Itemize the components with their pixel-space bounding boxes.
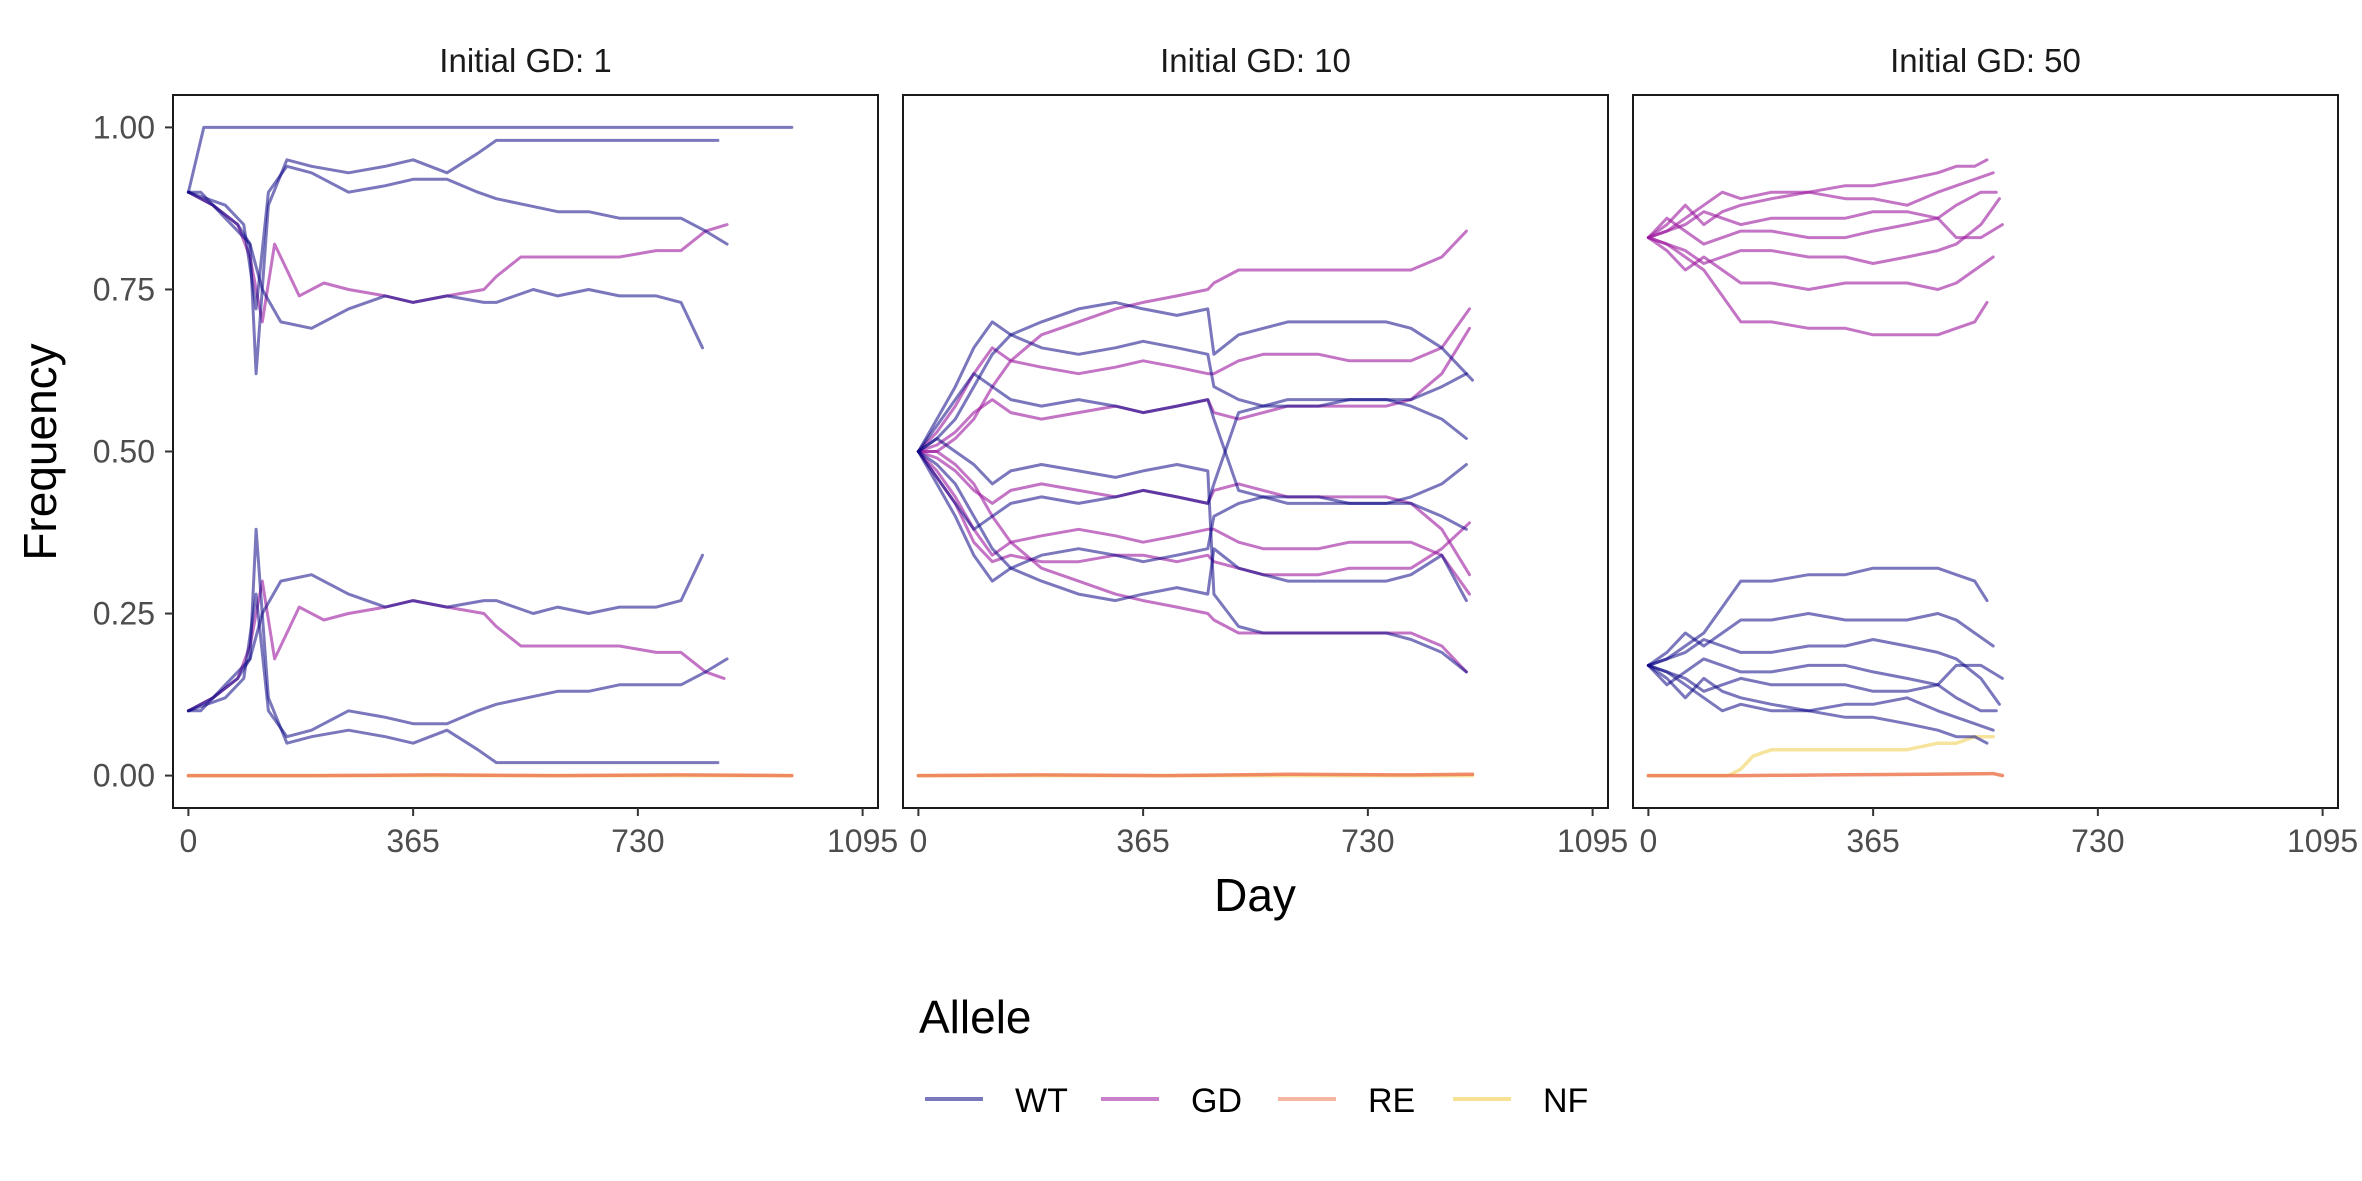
legend-entry-gd: GD — [1101, 1082, 1242, 1120]
series-line-gd — [1646, 171, 1995, 240]
series-line-wt — [1646, 612, 1995, 667]
legend-entry-re: RE — [1278, 1082, 1415, 1120]
series-line-wt — [186, 125, 794, 194]
series-line-wt — [1646, 663, 1995, 732]
series-line-wt — [916, 450, 1468, 603]
series-line-gd — [1646, 197, 2001, 265]
panels-layer: Initial GD: 10 365 730 10950.000.250.500.75… — [93, 42, 2358, 859]
series-line-gd — [916, 450, 1471, 596]
x-axis-title: Day — [1214, 869, 1296, 921]
legend-label: GD — [1191, 1082, 1242, 1120]
series-line-gd — [916, 450, 1468, 674]
series-line-wt — [1646, 663, 2004, 693]
series-group — [916, 229, 1475, 778]
legend-entries: WT GD RE NF — [925, 1082, 1588, 1120]
series-line-gd — [1646, 236, 1995, 291]
x-tick-label: 730 — [611, 823, 664, 859]
panel-title: Initial GD: 1 — [439, 42, 611, 79]
x-tick-label: 365 — [386, 823, 439, 859]
x-tick-label: 1095 — [2287, 823, 2358, 859]
x-tick-label: 730 — [1341, 823, 1394, 859]
series-line-wt — [186, 553, 704, 713]
series-line-gd — [1646, 210, 2004, 240]
series-line-gd — [1646, 158, 1989, 240]
legend: Allele WT GD RE NF — [919, 991, 1588, 1120]
panel-2: Initial GD: 10 0 365 730 1095 — [902, 42, 1628, 859]
y-tick-label: 0.25 — [93, 596, 155, 632]
series-line-wt — [186, 164, 729, 311]
series-line-re — [916, 772, 1475, 778]
legend-title: Allele — [919, 991, 1032, 1043]
series-line-re — [186, 773, 794, 778]
panel-border — [1632, 94, 2339, 809]
series-line-wt — [916, 372, 1468, 531]
series-line-gd — [916, 229, 1468, 453]
legend-label: RE — [1368, 1082, 1415, 1120]
x-tick-label: 1095 — [827, 823, 898, 859]
x-tick-label: 1095 — [1557, 823, 1628, 859]
y-tick-label: 0.50 — [93, 434, 155, 470]
x-tick-label: 0 — [909, 823, 927, 859]
series-line-wt — [916, 320, 1468, 453]
x-tick-label: 0 — [1639, 823, 1657, 859]
series-group — [1646, 158, 2005, 778]
x-tick-label: 365 — [1846, 823, 1899, 859]
legend-label: NF — [1543, 1082, 1588, 1120]
series-line-wt — [1646, 638, 2001, 706]
y-axis-title: Frequency — [14, 343, 66, 560]
series-line-wt — [1646, 566, 1989, 667]
panel-border — [172, 94, 879, 809]
series-line-nf — [1646, 734, 1995, 778]
series-line-wt — [916, 300, 1474, 453]
series-group — [186, 125, 794, 778]
series-line-gd — [916, 450, 1471, 577]
y-tick-label: 0.00 — [93, 758, 155, 794]
y-tick-label: 0.75 — [93, 271, 155, 307]
legend-entry-nf: NF — [1453, 1082, 1588, 1120]
legend-entry-wt: WT — [925, 1082, 1068, 1120]
panel-3: Initial GD: 50 0 365 730 1095 — [1632, 42, 2358, 859]
series-line-wt — [1646, 657, 1998, 713]
series-line-wt — [916, 450, 1468, 583]
series-line-wt — [916, 437, 1468, 674]
series-line-gd — [916, 307, 1471, 453]
series-line-wt — [916, 372, 1468, 531]
y-tick-label: 1.00 — [93, 109, 155, 145]
series-line-gd — [1646, 236, 1989, 337]
series-line-wt — [1646, 663, 1989, 745]
panel-title: Initial GD: 50 — [1890, 42, 2081, 79]
legend-label: WT — [1015, 1082, 1068, 1120]
series-line-wt — [186, 138, 720, 376]
panel-border — [902, 94, 1609, 809]
series-line-wt — [186, 190, 704, 350]
panel-title: Initial GD: 10 — [1160, 42, 1351, 79]
x-tick-label: 0 — [179, 823, 197, 859]
series-line-wt — [186, 527, 720, 765]
series-line-re — [1646, 771, 2005, 778]
x-tick-label: 730 — [2071, 823, 2124, 859]
series-line-wt — [186, 592, 729, 739]
x-tick-label: 365 — [1116, 823, 1169, 859]
series-line-gd — [1646, 190, 1998, 246]
panel-1: Initial GD: 1 0 365 730 1095 0.00 0.25 0.50 0.75… — [93, 42, 898, 859]
